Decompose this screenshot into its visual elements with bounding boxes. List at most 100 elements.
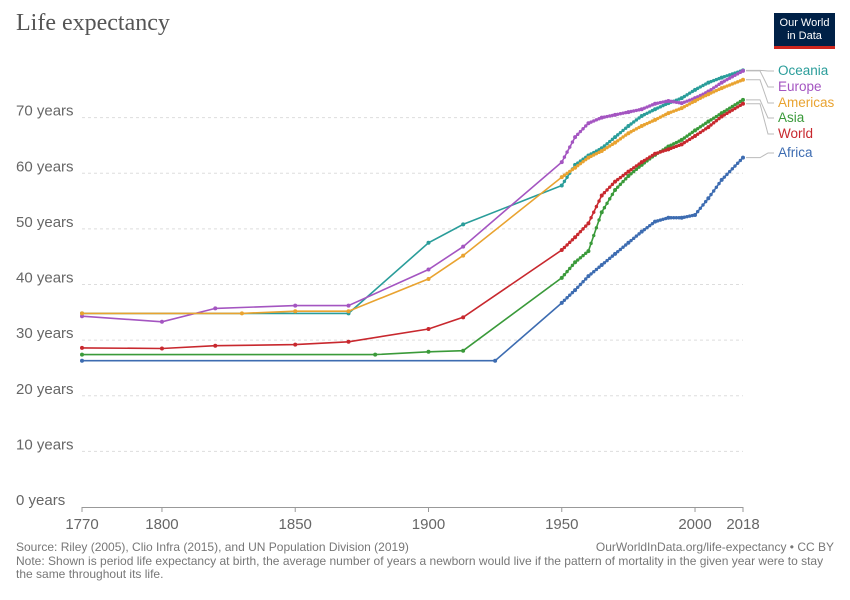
data-point[interactable]: [576, 163, 580, 168]
data-point[interactable]: [658, 218, 663, 222]
data-point[interactable]: [613, 135, 618, 140]
data-point[interactable]: [672, 100, 676, 104]
data-point[interactable]: [669, 99, 673, 104]
data-point[interactable]: [632, 236, 636, 241]
data-point[interactable]: [701, 95, 705, 99]
data-point[interactable]: [610, 254, 615, 258]
data-point[interactable]: [570, 238, 575, 242]
data-point[interactable]: [730, 108, 735, 112]
data-point[interactable]: [648, 120, 652, 124]
data-point[interactable]: [735, 161, 740, 165]
data-point[interactable]: [695, 126, 700, 131]
data-point[interactable]: [656, 106, 660, 110]
data-point[interactable]: [239, 311, 244, 316]
data-point[interactable]: [722, 74, 727, 79]
data-point[interactable]: [656, 219, 660, 223]
data-point[interactable]: [621, 245, 625, 249]
data-point[interactable]: [80, 345, 84, 350]
data-point[interactable]: [570, 167, 575, 172]
data-point[interactable]: [690, 89, 695, 94]
data-point[interactable]: [565, 243, 569, 247]
data-point[interactable]: [725, 74, 729, 78]
data-point[interactable]: [562, 173, 567, 177]
data-point[interactable]: [642, 158, 647, 163]
data-point[interactable]: [648, 110, 652, 114]
data-point[interactable]: [730, 75, 735, 79]
data-point[interactable]: [573, 288, 578, 293]
data-point[interactable]: [722, 85, 727, 89]
data-point[interactable]: [568, 266, 572, 271]
data-point[interactable]: [592, 270, 596, 274]
data-point[interactable]: [594, 267, 599, 272]
data-point[interactable]: [602, 261, 607, 265]
data-point[interactable]: [677, 101, 681, 105]
data-point[interactable]: [714, 84, 719, 88]
data-point[interactable]: [576, 285, 580, 289]
data-point[interactable]: [610, 182, 615, 187]
data-point[interactable]: [722, 113, 727, 117]
data-point[interactable]: [674, 100, 679, 104]
data-point[interactable]: [727, 169, 732, 174]
data-point[interactable]: [599, 263, 604, 268]
data-point[interactable]: [733, 103, 737, 107]
data-point[interactable]: [639, 229, 644, 234]
data-point[interactable]: [677, 139, 681, 143]
data-point[interactable]: [661, 217, 665, 222]
legend-label[interactable]: World: [778, 126, 813, 141]
data-point[interactable]: [578, 129, 583, 134]
data-point[interactable]: [664, 112, 668, 117]
data-point[interactable]: [650, 108, 655, 113]
data-point[interactable]: [578, 256, 583, 260]
data-point[interactable]: [693, 212, 698, 217]
data-point[interactable]: [706, 119, 711, 124]
data-point[interactable]: [650, 221, 655, 226]
data-point[interactable]: [80, 358, 84, 363]
data-point[interactable]: [568, 293, 572, 297]
data-point[interactable]: [559, 183, 564, 188]
data-point[interactable]: [589, 216, 593, 220]
data-point[interactable]: [629, 238, 633, 243]
data-point[interactable]: [373, 352, 378, 357]
legend-item-asia[interactable]: Asia: [746, 99, 805, 125]
data-point[interactable]: [608, 114, 612, 118]
data-point[interactable]: [685, 139, 689, 143]
data-point[interactable]: [664, 99, 668, 104]
data-point[interactable]: [624, 171, 628, 176]
data-point[interactable]: [426, 276, 431, 281]
data-point[interactable]: [346, 339, 351, 344]
data-point[interactable]: [658, 115, 663, 119]
data-point[interactable]: [461, 348, 466, 353]
data-point[interactable]: [618, 175, 623, 180]
data-point[interactable]: [573, 260, 578, 265]
data-point[interactable]: [648, 104, 652, 108]
data-point[interactable]: [559, 160, 564, 165]
data-point[interactable]: [586, 221, 591, 226]
data-point[interactable]: [426, 327, 431, 331]
data-point[interactable]: [605, 201, 609, 205]
data-point[interactable]: [581, 227, 585, 231]
data-point[interactable]: [658, 150, 663, 154]
data-point[interactable]: [80, 311, 84, 316]
data-point[interactable]: [664, 148, 668, 152]
data-point[interactable]: [733, 73, 737, 77]
data-point[interactable]: [573, 165, 578, 170]
data-point[interactable]: [687, 137, 692, 142]
data-point[interactable]: [733, 106, 737, 111]
data-point[interactable]: [637, 108, 641, 112]
data-point[interactable]: [717, 116, 721, 121]
data-point[interactable]: [725, 84, 729, 88]
data-point[interactable]: [559, 175, 564, 180]
data-point[interactable]: [605, 188, 609, 192]
data-point[interactable]: [621, 135, 625, 139]
data-point[interactable]: [632, 166, 636, 170]
data-point[interactable]: [717, 82, 721, 87]
data-point[interactable]: [685, 214, 689, 219]
data-point[interactable]: [642, 112, 647, 117]
data-point[interactable]: [632, 120, 636, 124]
data-point[interactable]: [589, 120, 593, 124]
data-point[interactable]: [578, 229, 583, 234]
data-point[interactable]: [610, 192, 615, 197]
data-point[interactable]: [690, 130, 695, 135]
data-point[interactable]: [634, 118, 639, 122]
data-point[interactable]: [695, 86, 700, 91]
